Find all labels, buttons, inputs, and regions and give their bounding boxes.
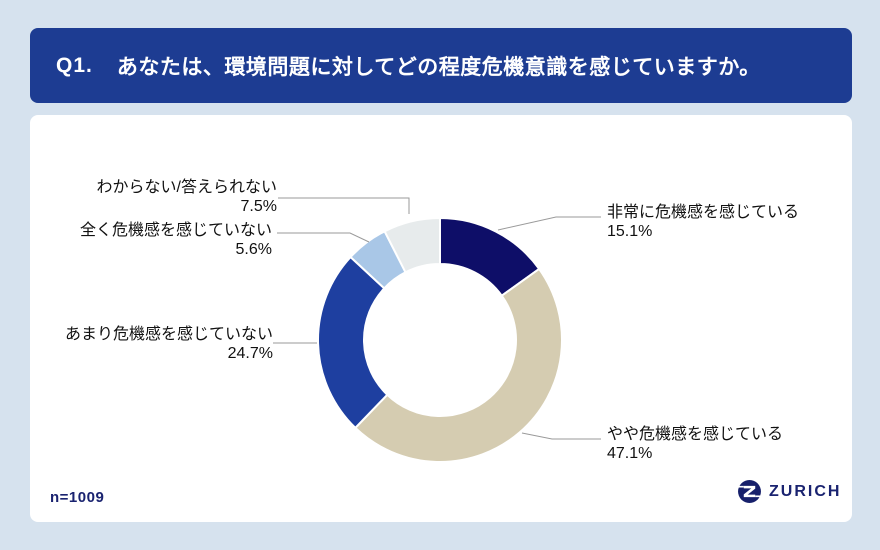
label-somewhat-concerned: やや危機感を感じている 47.1% [607, 425, 783, 463]
label-very-concerned: 非常に危機感を感じている 15.1% [607, 203, 799, 241]
label-dont-know: わからない/答えられない 7.5% [97, 178, 277, 216]
brand-wordmark: ZURICH [769, 482, 842, 500]
question-header: Q1. あなたは、環境問題に対してどの程度危機意識を感じていますか。 [30, 28, 852, 103]
label-not-at-all-concerned-value: 5.6% [235, 241, 272, 258]
label-dont-know-text: わからない/答えられない [96, 179, 277, 196]
label-very-concerned-text: 非常に危機感を感じている [607, 204, 800, 221]
sample-size: n=1009 [50, 489, 105, 506]
question-text: あなたは、環境問題に対してどの程度危機意識を感じていますか。 [116, 55, 761, 79]
label-very-concerned-value: 15.1% [607, 223, 653, 240]
label-somewhat-concerned-value: 47.1% [607, 445, 653, 462]
label-somewhat-concerned-text: やや危機感を感じている [607, 426, 784, 443]
label-not-at-all-concerned-text: 全く危機感を感じていない [79, 222, 272, 239]
label-dont-know-value: 7.5% [240, 198, 277, 215]
question-number: Q1. [56, 53, 93, 77]
label-not-very-concerned: あまり危機感を感じていない 24.7% [65, 325, 273, 363]
zurich-z-icon [738, 480, 761, 503]
label-not-at-all-concerned: 全く危機感を感じていない 5.6% [80, 221, 272, 259]
brand-logo: ZURICH [737, 479, 841, 504]
label-not-very-concerned-value: 24.7% [227, 345, 273, 362]
label-not-very-concerned-text: あまり危機感を感じていない [64, 326, 273, 343]
